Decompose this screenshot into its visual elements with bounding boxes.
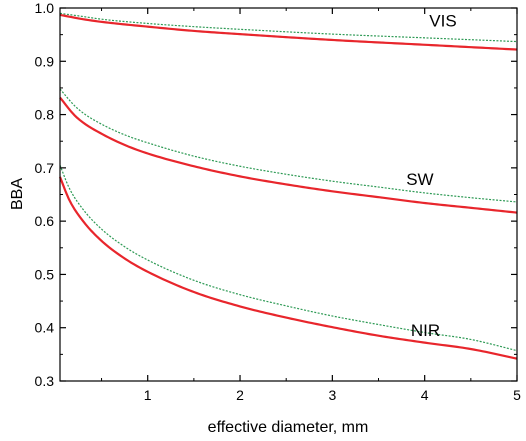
y-tick-label: 1.0 <box>35 0 55 16</box>
axis-layer: 1 2 3 4 5 0.3 0.4 0.5 0.6 0.7 0.8 0.9 1.0 <box>35 0 522 403</box>
y-axis-label: BBA <box>9 178 26 210</box>
x-tick-label: 2 <box>236 387 244 403</box>
series-line-3-red <box>59 96 518 214</box>
x-tick-label: 3 <box>328 387 336 403</box>
series-layer <box>58 12 518 360</box>
series-line-6-green <box>59 164 518 352</box>
series-line-2-green <box>59 12 518 43</box>
series-line-4-green <box>59 88 518 203</box>
series-line-5-red <box>58 176 518 360</box>
x-tick-label: 1 <box>144 387 152 403</box>
band-label-nir: NIR <box>411 321 440 340</box>
y-tick-label: 0.3 <box>35 373 55 389</box>
series-line-1-red <box>59 13 518 51</box>
y-tick-label: 0.6 <box>35 213 55 229</box>
annotation-layer: VIS SW NIR <box>406 12 456 341</box>
y-tick-label: 0.9 <box>35 53 55 69</box>
band-label-sw: SW <box>406 170 433 189</box>
y-tick-label: 0.7 <box>35 160 55 176</box>
y-tick-label: 0.4 <box>35 320 55 336</box>
x-axis-label: effective diameter, mm <box>208 419 369 436</box>
x-tick-label: 4 <box>421 387 429 403</box>
y-tick-label: 0.5 <box>35 266 55 282</box>
plot-area-background <box>60 8 517 381</box>
x-tick-label: 5 <box>513 387 521 403</box>
y-tick-label: 0.8 <box>35 107 55 123</box>
band-label-vis: VIS <box>429 12 456 31</box>
